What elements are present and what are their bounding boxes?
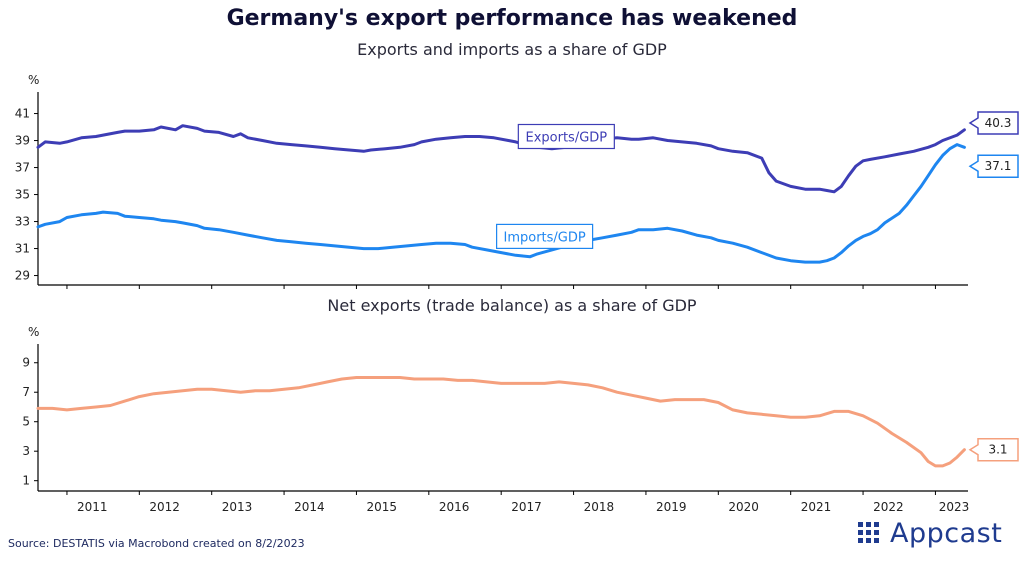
x-tick-label: 2014	[294, 500, 325, 514]
series-line	[36, 376, 966, 468]
source-note: Source: DESTATIS via Macrobond created o…	[8, 537, 305, 550]
y-tick-label: 7	[22, 385, 30, 399]
end-value-label: 3.1	[988, 443, 1007, 457]
y-tick-label: 33	[15, 215, 30, 229]
series-line	[36, 124, 966, 194]
x-tick-label: 2018	[584, 500, 615, 514]
end-value-label: 37.1	[985, 159, 1012, 173]
end-value-callout	[968, 437, 1019, 462]
x-tick-label: 2011	[77, 500, 108, 514]
y-tick-label: 3	[22, 444, 30, 458]
end-value-label: 40.3	[985, 116, 1012, 130]
series-name-label: Exports/GDP	[526, 131, 608, 146]
x-tick-label: 2013	[222, 500, 253, 514]
x-tick-label: 2012	[149, 500, 180, 514]
y-unit-label: %	[28, 73, 39, 87]
y-tick-label: 5	[22, 415, 30, 429]
bottom-panel-subtitle: Net exports (trade balance) as a share o…	[327, 296, 697, 315]
x-tick-label: 2022	[873, 500, 904, 514]
top-panel-subtitle: Exports and imports as a share of GDP	[357, 40, 667, 59]
y-tick-label: 35	[15, 188, 30, 202]
y-tick-label: 39	[15, 134, 30, 148]
x-tick-label: 2015	[367, 500, 398, 514]
x-tick-label: 2021	[801, 500, 832, 514]
y-tick-label: 37	[15, 161, 30, 175]
y-tick-label: 31	[15, 242, 30, 256]
x-tick-label: 2016	[439, 500, 470, 514]
x-tick-label: 2017	[511, 500, 542, 514]
y-tick-label: 1	[22, 474, 30, 488]
y-tick-label: 29	[15, 269, 30, 283]
series-label-box	[496, 223, 594, 249]
appcast-logo-text: Appcast	[890, 518, 1003, 549]
series-line	[36, 143, 966, 264]
y-tick-label: 9	[22, 356, 30, 370]
chart-title: Germany's export performance has weakene…	[226, 6, 798, 31]
end-value-callout	[968, 111, 1019, 135]
series-name-label: Imports/GDP	[503, 230, 585, 245]
x-tick-label: 2020	[728, 500, 759, 514]
x-tick-label: 2023	[939, 500, 970, 514]
y-tick-label: 41	[15, 107, 30, 121]
x-tick-label: 2019	[656, 500, 687, 514]
appcast-logo-icon	[858, 522, 879, 543]
end-value-callout	[968, 154, 1019, 178]
series-label-box	[517, 123, 615, 150]
y-unit-label: %	[28, 325, 39, 339]
